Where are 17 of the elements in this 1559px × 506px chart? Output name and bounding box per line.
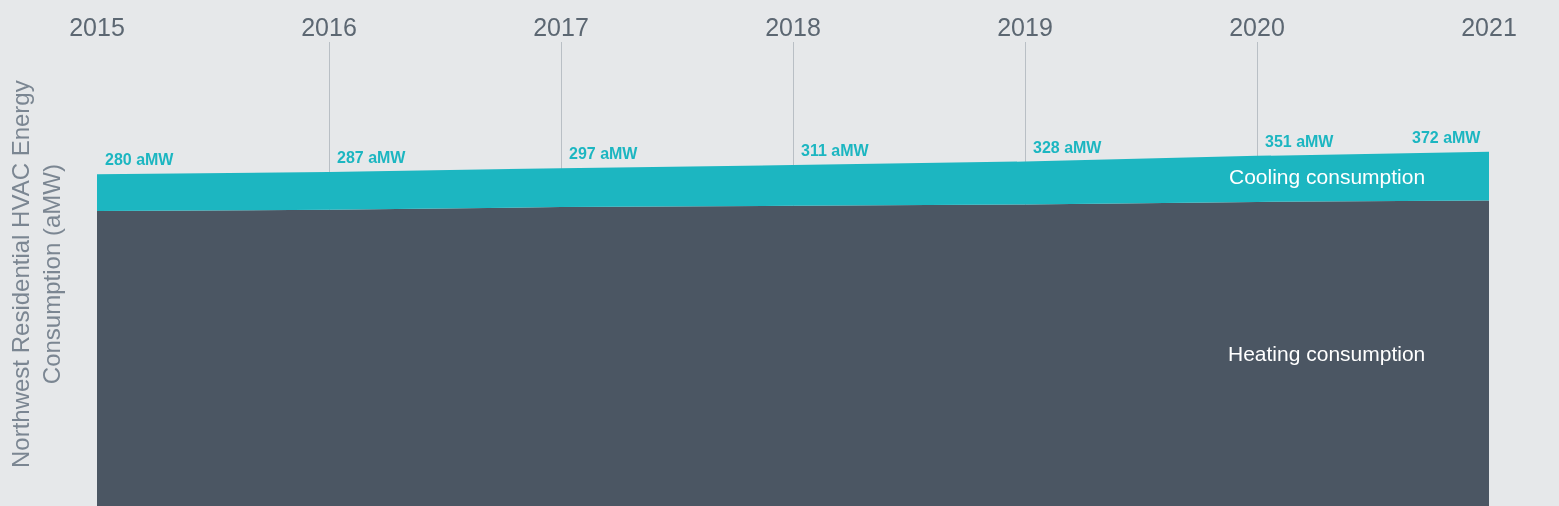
- data-label: 328 aMW: [1033, 139, 1103, 156]
- series-label: Cooling consumption: [1229, 165, 1426, 188]
- data-label: 351 aMW: [1265, 133, 1335, 150]
- x-tick-label: 2019: [997, 13, 1053, 41]
- x-tick-label: 2020: [1229, 13, 1285, 41]
- data-label: 280 aMW: [105, 151, 175, 168]
- x-tick-label: 2017: [533, 13, 589, 41]
- data-label: 297 aMW: [569, 145, 639, 162]
- x-tick-label: 2016: [301, 13, 357, 41]
- series-label: Heating consumption: [1228, 342, 1426, 365]
- y-axis-title: Northwest Residential HVAC Energy Consumption (aMW): [7, 80, 66, 468]
- data-label: 287 aMW: [337, 149, 407, 166]
- x-tick-label: 2021: [1461, 13, 1517, 41]
- data-label: 311 aMW: [801, 142, 870, 159]
- x-tick-label: 2018: [765, 13, 821, 41]
- data-label: 372 aMW: [1412, 129, 1482, 146]
- x-tick-label: 2015: [69, 13, 125, 41]
